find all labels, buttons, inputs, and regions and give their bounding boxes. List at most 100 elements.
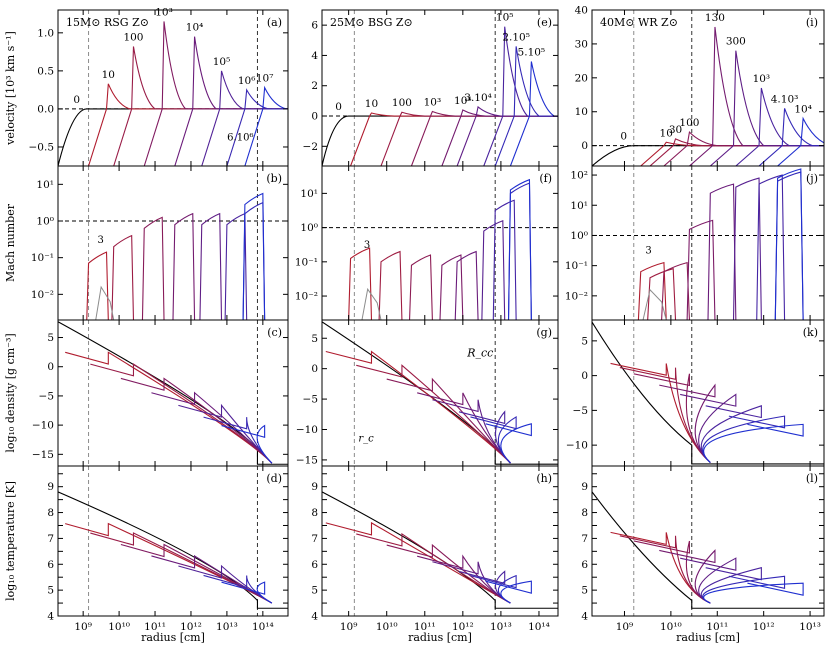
ytick-label: 10⁻² [31,289,54,301]
dens-curve-5 [203,416,273,464]
mach-curve-3 [686,219,716,320]
ylabel-row-2: log₁₀ density [g cm⁻³] [4,333,17,452]
panel-2-mach [591,165,825,321]
mach-curve-0 [348,247,373,320]
ytick-label: 10⁰ [570,230,588,242]
ytick-label: −10 [566,440,588,452]
ytick-label: 0 [311,363,318,375]
temp-curve-2 [386,543,511,604]
shock-label-8: 5.10⁵ [518,46,546,58]
ytick-label: 4 [581,611,588,623]
velocity-curve-2 [649,138,824,166]
temp-curve-3 [151,554,273,604]
panel-label-1: (b) [266,172,282,185]
temp-curve-5 [700,566,762,604]
ytick-label: 7 [47,533,54,545]
ytick-label: 10⁻² [295,291,318,303]
panel-label-2: (g) [536,326,552,339]
shock-label-2: 100 [392,97,412,109]
panel-label-3: (l) [806,472,818,485]
mach-curve-0 [86,251,109,320]
ytick-label: 5 [47,585,54,597]
shock-label-6: 10⁶ [238,75,256,87]
ytick-label: −2 [303,141,318,153]
velocity-curve-6 [483,26,558,166]
ytick-label: −10 [32,420,54,432]
dens-curve-7 [703,423,804,463]
panel-2-temp [591,465,825,617]
mach-curve-2 [408,254,433,320]
panel-2-dens [591,319,825,467]
xtick-label: 10¹³ [799,621,821,633]
velocity-curve-8 [509,61,558,166]
ytick-label: 6 [581,559,588,571]
dens-initial [592,321,824,465]
panel-frame [321,165,559,321]
mach-curve-7 [242,192,266,320]
shock-label-5: 10⁵ [213,56,231,68]
ytick-label: 30 [575,38,588,50]
ytick-label: 2 [311,80,318,92]
velocity-curve-5 [709,50,824,166]
velocity-curve-5 [201,70,288,166]
velocity-curve-1 [350,112,558,166]
ytick-label: 0.0 [37,103,54,115]
mach-curve-8 [507,178,532,320]
panel-0-temp [57,465,289,617]
mach-curve-6 [756,174,786,320]
panel-label-0: (i) [806,16,818,29]
dens-curve-0 [325,350,511,464]
velocity-curve-2 [380,111,558,166]
panel-label-1: (f) [539,172,552,185]
ytick-label: 0 [581,370,588,382]
rcc-label: R_cc [466,347,493,360]
panel-label-2: (c) [267,326,282,339]
panel-2-vel [591,9,825,167]
ytick-label: 7 [581,533,588,545]
shock-label-4: 130 [705,12,725,24]
ylabel-row-0: velocity [10³ km s⁻¹] [4,31,17,146]
shock-label-1: 10 [365,98,378,110]
panel-1-dens [321,319,559,467]
mach-curve-4 [454,250,479,320]
mach-curve-5 [732,177,762,320]
panel-title: 25M⊙ BSG Z⊙ [330,16,413,29]
ytick-label: 8 [581,507,588,519]
temp-initial [58,491,288,609]
velocity-curve-5 [456,105,558,166]
dens-curve-6 [470,415,517,464]
ytick-label: 0.5 [37,65,54,77]
shock-label-8: 10⁴ [794,104,812,116]
dens-curve-0 [65,351,273,464]
velocity-curve-4 [689,26,824,166]
temp-curve-3 [417,554,511,604]
ylabel-row-3: log₁₀ temperature [K] [4,481,17,601]
ytick-label: 7 [311,533,318,545]
shock-label-0: 0 [620,131,627,143]
ytick-label: −10 [296,424,318,436]
panel-title: 15M⊙ RSG Z⊙ [66,16,149,29]
xtick-label: 10¹⁰ [108,621,130,633]
panel-0-dens [57,319,289,467]
mach-curve-5 [481,219,506,320]
velocity-curve-1 [640,141,824,166]
xtick-label: 10⁹ [616,621,634,633]
temp-curve-0 [65,522,273,604]
dens-curve-2 [633,373,711,463]
ytick-label: 10⁻¹ [565,260,588,272]
velocity-curve-4 [174,36,288,166]
mach-curve-4 [707,183,737,320]
ytick-label: 1.0 [37,27,54,39]
panel-0-mach [57,165,289,321]
mach-curve-7 [774,171,804,320]
shock-label-6: 10³ [753,73,771,85]
temp-initial [592,491,824,609]
temp-curve-0 [325,521,511,604]
velocity-curve-7 [758,108,824,166]
panel-1-mach [321,165,559,321]
velocity-curve-3 [663,130,824,166]
ytick-label: 5 [47,332,54,344]
ytick-label: 10⁰ [300,222,318,234]
panel-title: 40M⊙ WR Z⊙ [600,16,678,29]
